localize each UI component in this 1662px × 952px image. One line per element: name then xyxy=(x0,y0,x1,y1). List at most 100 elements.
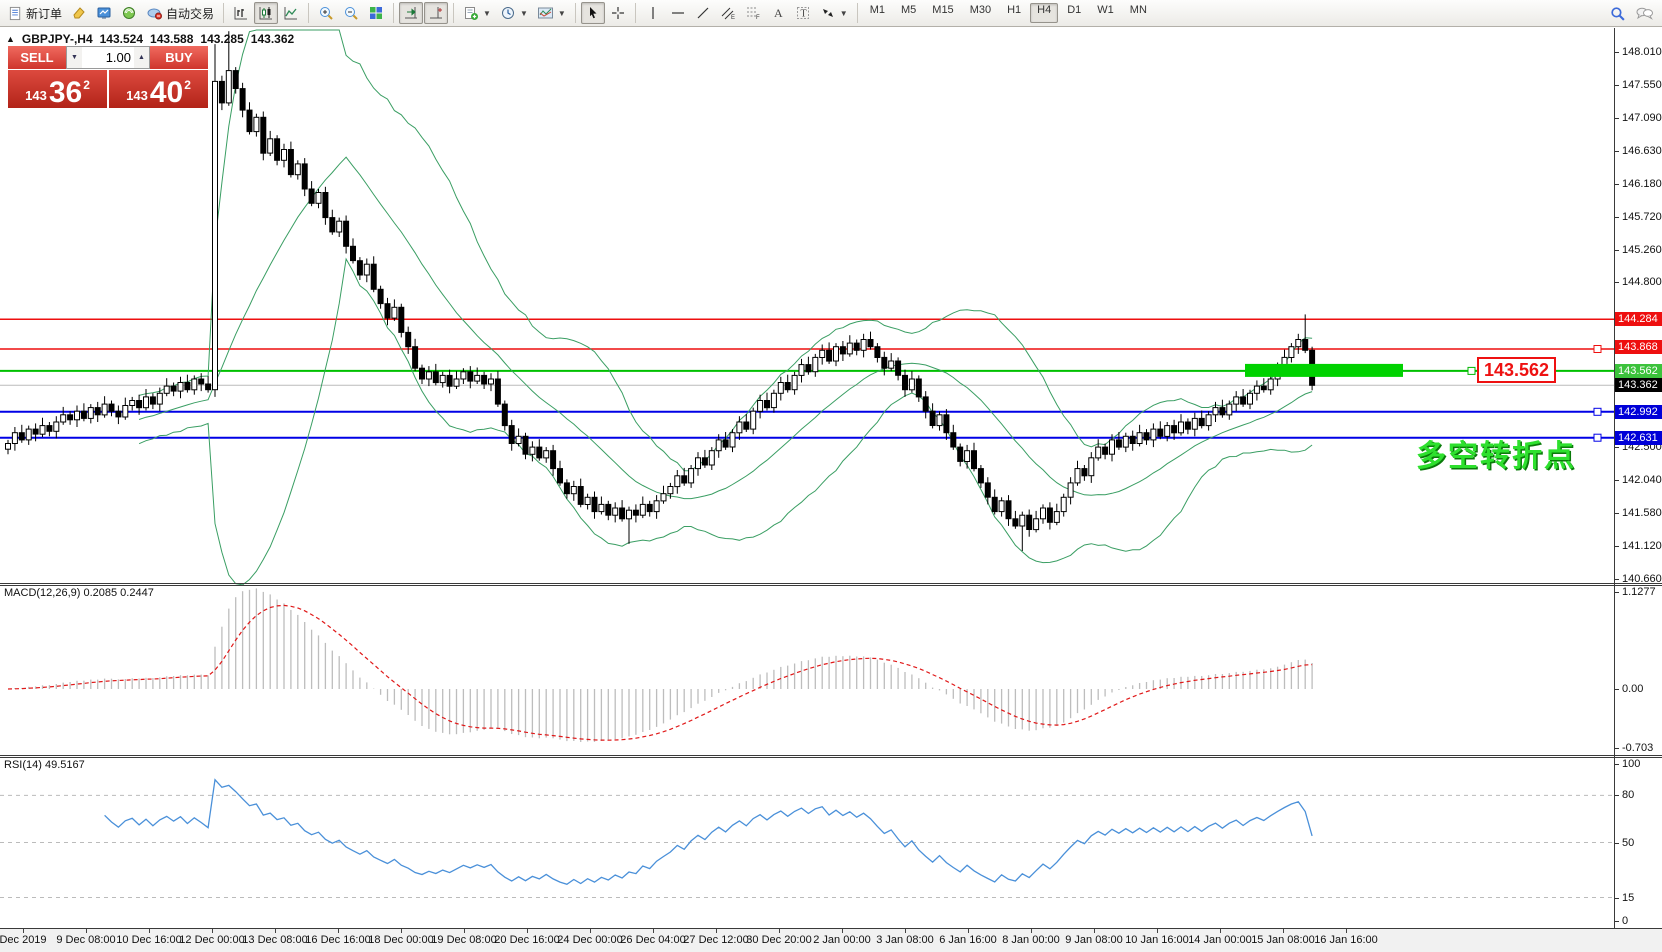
time-tick-mark xyxy=(275,929,276,933)
line-chart-button[interactable] xyxy=(279,2,303,24)
notes-button[interactable] xyxy=(67,2,91,24)
dropdown-caret-icon[interactable]: ▼ xyxy=(483,8,491,18)
axis-tick-label: 147.550 xyxy=(1622,79,1662,91)
label-t-icon: T xyxy=(796,7,809,20)
axis-tick-label: 15 xyxy=(1622,892,1635,904)
text-a-icon: A xyxy=(774,6,783,20)
sell-price-point: 2 xyxy=(83,78,90,92)
toolbar-separator xyxy=(574,3,576,23)
candlestick-chart-button[interactable] xyxy=(254,2,279,24)
chart-auto-shift-button[interactable] xyxy=(424,2,449,24)
equidistant-channel-button[interactable]: E xyxy=(716,2,740,24)
time-tick-mark xyxy=(842,929,843,933)
time-tick-label: 12 Dec 00:00 xyxy=(179,934,245,946)
bar-close-value: 143.362 xyxy=(250,32,295,46)
text-button[interactable]: A xyxy=(766,2,790,24)
scroll-to-end-button[interactable] xyxy=(399,2,424,24)
horizontal-line-button[interactable] xyxy=(666,2,690,24)
time-tick-label: 10 Dec 16:00 xyxy=(116,934,182,946)
axis-tick-label: 147.090 xyxy=(1622,112,1662,124)
chinese-note-annotation[interactable]: 多空转折点 xyxy=(1416,440,1576,473)
panel-divider[interactable] xyxy=(0,585,1662,586)
axis-tick-mark xyxy=(1615,689,1619,690)
time-axis[interactable] xyxy=(0,929,1662,952)
panel-divider[interactable] xyxy=(0,583,1662,584)
chat-bubbles-icon xyxy=(1636,7,1653,20)
axis-tick-mark xyxy=(1615,748,1619,749)
zoom-out-button[interactable] xyxy=(339,2,363,24)
templates-button[interactable]: ▼ xyxy=(533,2,570,24)
time-tick-label: 20 Dec 16:00 xyxy=(494,934,560,946)
timeframe-M1[interactable]: M1 xyxy=(869,4,885,16)
timeframe-W1[interactable]: W1 xyxy=(1097,4,1114,16)
time-tick-label: 16 Dec 16:00 xyxy=(305,934,371,946)
sell-price-display[interactable]: 143 36 2 xyxy=(8,70,107,108)
zoom-in-button[interactable] xyxy=(314,2,338,24)
timeframe-M15[interactable]: M15 xyxy=(932,4,954,16)
time-tick-label: 14 Jan 00:00 xyxy=(1188,934,1252,946)
cursor-button[interactable] xyxy=(580,2,605,24)
vertical-line-button[interactable] xyxy=(641,2,665,24)
time-tick-label: 24 Dec 00:00 xyxy=(557,934,623,946)
new-order-label: 新订单 xyxy=(26,6,63,21)
toolbar-separator xyxy=(856,3,858,23)
volume-increase-button[interactable]: ▲ xyxy=(134,47,149,68)
axis-tick-mark xyxy=(1615,52,1619,53)
time-tick-label: 6 Jan 16:00 xyxy=(939,934,997,946)
level-price-annotation[interactable]: 143.562 xyxy=(1477,357,1556,383)
arrows-button[interactable]: ▼ xyxy=(816,2,852,24)
timeframe-M30[interactable]: M30 xyxy=(969,4,992,16)
volume-decrease-button[interactable]: ▼ xyxy=(67,47,82,68)
vertical-line-icon xyxy=(652,7,654,19)
time-tick-mark xyxy=(1283,929,1284,933)
time-tick-label: 16 Jan 16:00 xyxy=(1314,934,1378,946)
dropdown-caret-icon[interactable]: ▼ xyxy=(839,8,848,18)
bar-chart-button[interactable] xyxy=(229,2,253,24)
buy-price-prefix: 143 xyxy=(126,88,148,103)
autotrade-button[interactable]: 自动交易 xyxy=(142,2,218,24)
axis-tick-mark xyxy=(1615,579,1619,580)
new-chart-button[interactable]: ▼ xyxy=(459,2,495,24)
buy-button[interactable]: BUY xyxy=(150,46,208,69)
timeframe-H4[interactable]: H4 xyxy=(1030,3,1059,23)
toolbar-separator xyxy=(308,3,310,23)
timeframe-D1[interactable]: D1 xyxy=(1067,4,1082,16)
dropdown-caret-icon[interactable]: ▼ xyxy=(519,8,528,18)
tile-windows-button[interactable] xyxy=(364,2,388,24)
axis-tick-mark xyxy=(1615,921,1619,922)
arrows-icon xyxy=(822,9,833,17)
crosshair-button[interactable] xyxy=(606,2,630,24)
time-tick-label: Dec 2019 xyxy=(0,934,47,946)
periods-button[interactable]: ▼ xyxy=(496,2,532,24)
axis-tick-label: 146.180 xyxy=(1622,178,1662,190)
timeframe-M5[interactable]: M5 xyxy=(901,4,917,16)
trendline-button[interactable] xyxy=(691,2,715,24)
new-order-button[interactable]: 新订单 xyxy=(4,2,66,24)
volume-input[interactable] xyxy=(82,47,134,68)
dropdown-caret-icon[interactable]: ▼ xyxy=(557,8,566,18)
sell-button[interactable]: SELL xyxy=(8,46,66,69)
line-chart-icon xyxy=(284,7,298,20)
search-icon xyxy=(1611,6,1625,21)
fibonacci-button[interactable]: F xyxy=(741,2,765,24)
time-tick-mark xyxy=(968,929,969,933)
timeframe-MN[interactable]: MN xyxy=(1129,4,1147,16)
bar-low-value: 143.285 xyxy=(200,32,244,46)
signals-button[interactable] xyxy=(117,2,141,24)
axis-tick-label: 0 xyxy=(1622,915,1629,927)
chart-window-button[interactable] xyxy=(92,2,116,24)
buy-price-display[interactable]: 143 40 2 xyxy=(109,70,208,108)
panel-divider[interactable] xyxy=(0,755,1662,756)
time-tick-mark xyxy=(1220,929,1221,933)
text-label-button[interactable]: T xyxy=(791,2,815,24)
search-button[interactable] xyxy=(1605,2,1630,24)
timeframe-H1[interactable]: H1 xyxy=(1007,4,1022,16)
axis-tick-mark xyxy=(1615,764,1619,765)
yellow-note-icon xyxy=(73,7,85,19)
time-tick-label: 13 Dec 08:00 xyxy=(242,934,308,946)
panel-divider[interactable] xyxy=(0,757,1662,758)
axis-tick-label: 0.00 xyxy=(1622,683,1644,695)
chat-button[interactable] xyxy=(1631,2,1658,24)
svg-text:E: E xyxy=(731,15,735,21)
